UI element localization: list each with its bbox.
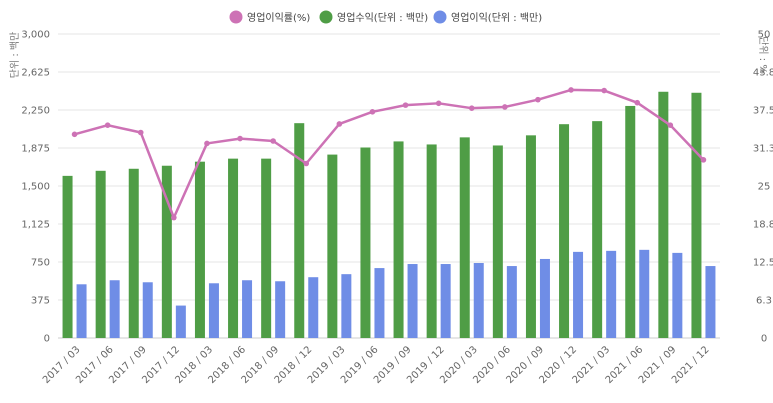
- left-tick-label: 0: [44, 334, 50, 345]
- left-axis-ticks: 3,000 2,625 2,250 1,875 1,500 1,125 750 375 0: [21, 30, 50, 345]
- margin-point[interactable]: [204, 140, 210, 147]
- left-axis-title: 단위 : 백만: [8, 32, 21, 79]
- revenue-bar[interactable]: [393, 141, 404, 338]
- margin-point[interactable]: [171, 214, 177, 221]
- right-tick-label: 50: [758, 30, 771, 41]
- operating-profit-bar[interactable]: [208, 283, 219, 338]
- revenue-bar[interactable]: [592, 121, 603, 338]
- operating-profit-bar[interactable]: [705, 266, 716, 338]
- revenue-bar[interactable]: [294, 123, 305, 338]
- operating-profit-bar[interactable]: [242, 280, 253, 338]
- revenue-bar[interactable]: [492, 145, 503, 338]
- right-tick-label: 6.3: [756, 296, 772, 307]
- operating-profit-bar[interactable]: [407, 264, 418, 338]
- margin-point[interactable]: [270, 138, 276, 144]
- revenue-bar[interactable]: [658, 91, 669, 338]
- left-tick-label: 750: [31, 258, 50, 269]
- margin-point[interactable]: [71, 131, 78, 138]
- legend-label[interactable]: 영업이익률(%): [247, 11, 310, 24]
- operating-profit-bar[interactable]: [440, 264, 451, 338]
- revenue-bar[interactable]: [194, 161, 205, 338]
- revenue-bar[interactable]: [459, 137, 470, 338]
- legend-marker: [229, 10, 243, 24]
- margin-point[interactable]: [535, 96, 541, 103]
- margin-point[interactable]: [468, 105, 475, 111]
- margin-point[interactable]: [237, 135, 243, 142]
- revenue-bar[interactable]: [161, 165, 172, 338]
- operating-profit-bar[interactable]: [76, 284, 87, 338]
- margin-point[interactable]: [601, 87, 607, 94]
- revenue-bar[interactable]: [426, 144, 437, 338]
- margin-line: [71, 87, 707, 221]
- right-tick-label: 12.5: [753, 258, 773, 269]
- revenue-bar[interactable]: [525, 135, 536, 338]
- left-tick-label: 1,125: [21, 220, 50, 231]
- operating-profit-bar[interactable]: [341, 274, 352, 338]
- operating-profit-bar[interactable]: [308, 277, 319, 338]
- operating-profit-bar[interactable]: [142, 282, 153, 338]
- margin-point[interactable]: [667, 122, 674, 128]
- operating-profit-bar[interactable]: [539, 258, 550, 338]
- revenue-bar[interactable]: [360, 147, 371, 338]
- legend[interactable]: 영업이익률(%) 영업수익(단위 : 백만) 영업이익(단위 : 백만): [229, 10, 543, 25]
- operating-profit-bar[interactable]: [175, 305, 186, 338]
- margin-point[interactable]: [568, 87, 574, 93]
- left-tick-label: 2,625: [21, 68, 50, 79]
- legend-label[interactable]: 영업이익(단위 : 백만): [451, 11, 542, 24]
- left-tick-label: 375: [31, 296, 50, 307]
- revenue-bar[interactable]: [128, 168, 139, 338]
- right-tick-label: 0: [761, 334, 767, 345]
- revenue-bar[interactable]: [559, 124, 570, 338]
- revenue-bar[interactable]: [327, 154, 338, 338]
- grid-lines: [58, 33, 720, 339]
- operating-profit-bar[interactable]: [639, 249, 650, 338]
- left-tick-label: 1,500: [21, 182, 50, 193]
- revenue-bar[interactable]: [95, 170, 106, 338]
- revenue-bar[interactable]: [691, 92, 702, 338]
- margin-point[interactable]: [402, 102, 409, 108]
- right-tick-label: 43.8: [753, 68, 773, 79]
- right-tick-label: 37.5: [753, 106, 773, 117]
- margin-point[interactable]: [634, 99, 641, 106]
- right-tick-label: 25: [758, 182, 771, 193]
- operating-profit-bar[interactable]: [506, 266, 517, 338]
- margin-point[interactable]: [137, 129, 144, 136]
- legend-marker: [319, 10, 333, 24]
- bars: [62, 91, 716, 339]
- margin-point[interactable]: [369, 109, 376, 115]
- left-tick-label: 1,875: [21, 144, 50, 155]
- revenue-bar[interactable]: [261, 158, 272, 338]
- revenue-bar[interactable]: [625, 105, 636, 339]
- margin-point[interactable]: [303, 160, 310, 167]
- right-tick-label: 18.8: [753, 220, 773, 231]
- margin-point[interactable]: [104, 122, 111, 128]
- right-axis-title: 단위 : %: [757, 36, 770, 74]
- revenue-bar[interactable]: [62, 175, 73, 338]
- operating-profit-bar[interactable]: [374, 268, 385, 338]
- margin-point[interactable]: [502, 104, 508, 110]
- operating-profit-bar[interactable]: [275, 281, 286, 338]
- operating-profit-bar[interactable]: [672, 252, 683, 338]
- operating-profit-bar[interactable]: [109, 280, 120, 338]
- operating-profit-bar[interactable]: [473, 263, 484, 338]
- left-tick-label: 2,250: [21, 106, 50, 117]
- margin-point[interactable]: [700, 157, 707, 163]
- legend-marker: [433, 10, 447, 24]
- revenue-bar[interactable]: [228, 158, 239, 338]
- right-tick-label: 31.3: [753, 144, 773, 155]
- margin-point[interactable]: [336, 121, 343, 127]
- margin-line-path: [74, 88, 705, 219]
- operating-profit-bar[interactable]: [573, 251, 584, 338]
- operating-profit-bar[interactable]: [606, 250, 617, 338]
- legend-label[interactable]: 영업수익(단위 : 백만): [337, 11, 428, 24]
- right-axis-ticks: 50 43.8 37.5 31.3 25 18.8 12.5 6.3 0: [753, 30, 773, 345]
- left-tick-label: 3,000: [21, 30, 50, 41]
- margin-point[interactable]: [435, 100, 442, 107]
